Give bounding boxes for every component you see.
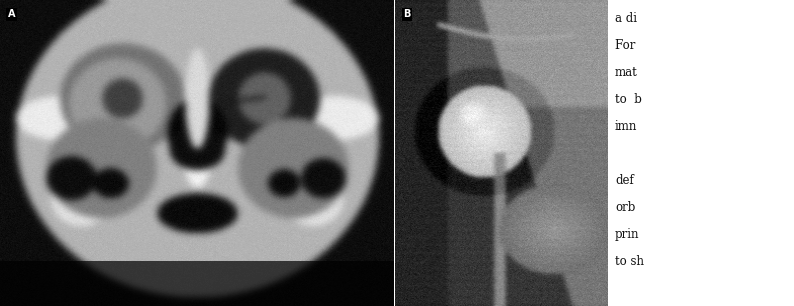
Text: For: For	[615, 39, 639, 52]
Text: def: def	[615, 174, 634, 187]
Text: prin: prin	[615, 228, 639, 241]
Text: mat: mat	[615, 66, 638, 79]
Text: imn: imn	[615, 120, 638, 133]
Text: B: B	[403, 9, 410, 19]
Text: A: A	[8, 9, 15, 19]
Text: orb: orb	[615, 201, 635, 214]
Text: a di: a di	[615, 12, 637, 25]
Text: to sh: to sh	[615, 255, 644, 267]
Text: to  b: to b	[615, 93, 642, 106]
